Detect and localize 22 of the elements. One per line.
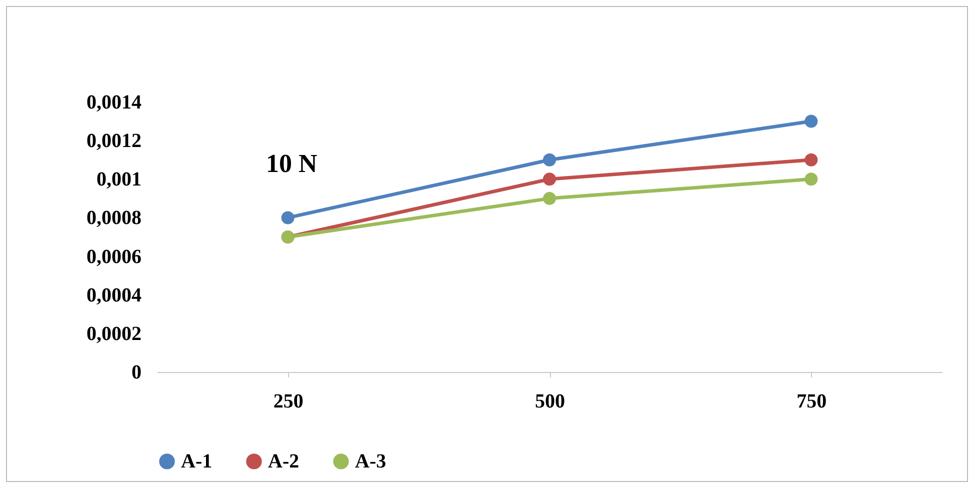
point xyxy=(804,172,818,186)
y-tick-label: 0,001 xyxy=(96,168,142,191)
y-tick-label: 0,0008 xyxy=(86,207,142,230)
point xyxy=(281,211,294,224)
y-tick-label: 0,0014 xyxy=(86,92,142,114)
y-tick-label: 0,0002 xyxy=(86,322,142,345)
point xyxy=(542,172,556,186)
point xyxy=(804,153,818,166)
legend-label: A-1 xyxy=(181,450,212,472)
y-tick-label: 0 xyxy=(132,362,142,384)
legend-label: A-3 xyxy=(355,450,386,472)
text: 10 N xyxy=(266,149,318,178)
legend-label: A-2 xyxy=(268,450,300,472)
y-tick-label: 0,0004 xyxy=(86,284,142,306)
point xyxy=(804,114,818,128)
x-tick-label: 500 xyxy=(535,390,565,412)
y-tick-label: 0,0006 xyxy=(86,246,142,268)
y-tick-label: 0,0012 xyxy=(86,130,142,152)
x-tick-label: 750 xyxy=(796,390,827,412)
point xyxy=(542,153,556,166)
point xyxy=(542,192,556,205)
x-tick-label: 250 xyxy=(273,390,304,412)
